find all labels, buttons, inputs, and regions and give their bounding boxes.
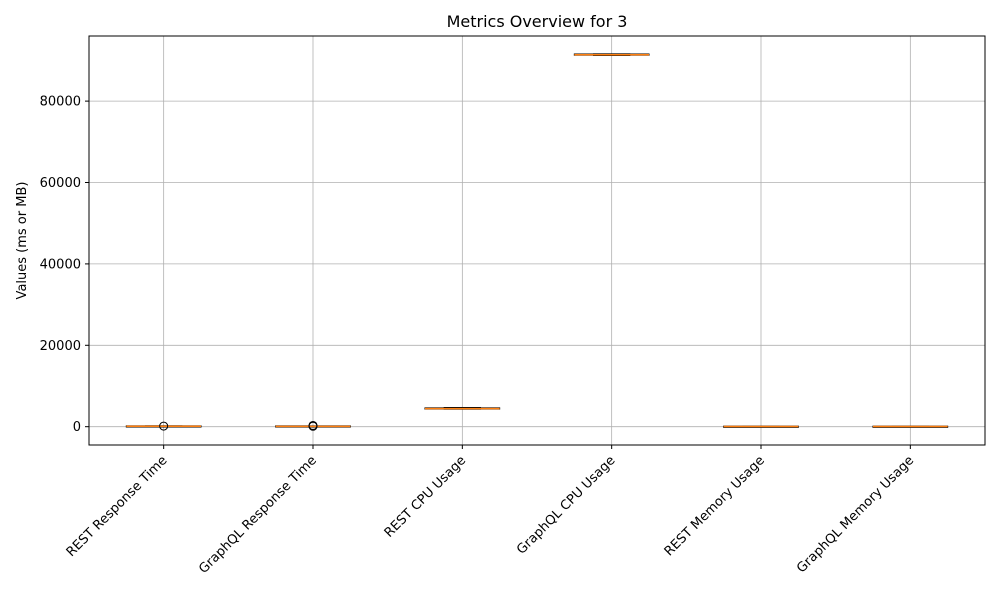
box-layer — [125, 53, 949, 431]
box-1 — [125, 421, 202, 431]
box-4 — [573, 53, 650, 57]
y-tick-label: 20000 — [40, 339, 81, 354]
x-tick-label: GraphQL CPU Usage — [514, 453, 618, 557]
y-tick-label: 80000 — [40, 95, 81, 110]
y-tick-label: 40000 — [40, 257, 81, 272]
box-3 — [424, 407, 501, 410]
box-5 — [723, 425, 799, 428]
outlier-point — [308, 420, 318, 430]
box-2 — [275, 420, 351, 431]
x-tick-label: GraphQL Response Time — [196, 453, 320, 577]
plot-frame — [88, 35, 986, 446]
box-6 — [872, 425, 949, 428]
y-axis-label: Values (ms or MB) — [15, 182, 30, 300]
x-tick-label: REST Response Time — [64, 453, 171, 560]
chart-title: Metrics Overview for 3 — [447, 12, 628, 31]
y-tick-label: 0 — [73, 420, 81, 435]
x-tick-label: REST CPU Usage — [382, 453, 469, 540]
y-tick-label: 60000 — [40, 176, 81, 191]
grid-layer — [89, 36, 985, 445]
x-tick-label: GraphQL Memory Usage — [794, 453, 917, 576]
outlier-point — [159, 421, 169, 431]
x-tick-label: REST Memory Usage — [662, 453, 768, 559]
